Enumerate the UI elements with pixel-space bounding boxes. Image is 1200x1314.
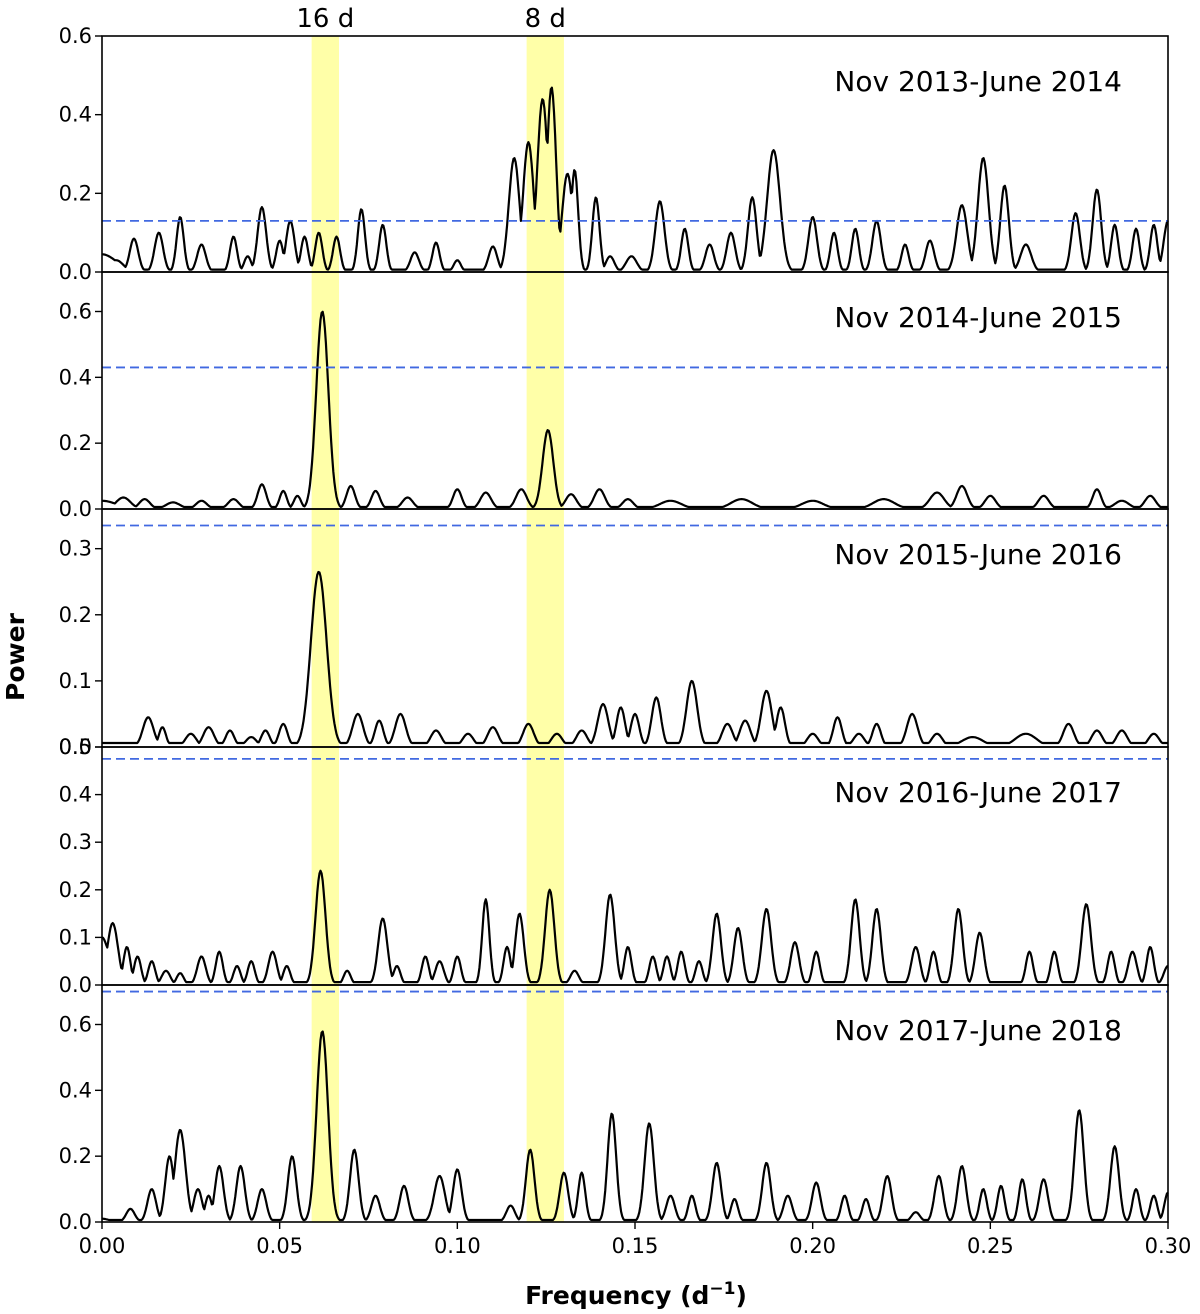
x-axis-title-exponent: −1 [709, 1279, 735, 1299]
power-series-line [101, 570, 1169, 745]
highlight-bands [311, 36, 564, 1222]
y-tick-label: 0.1 [59, 669, 92, 693]
y-tick-label: 0.3 [59, 830, 92, 854]
panel-1: 0.0 0.2 0.4 0.6 Nov 2013-June 2014 [59, 24, 1169, 284]
panel-label: Nov 2013-June 2014 [834, 65, 1122, 98]
x-axis: 0.00 0.05 0.10 0.15 0.20 0.25 0.30 [79, 1222, 1192, 1258]
x-axis-title-close: ) [736, 1281, 747, 1310]
x-axis-title-main: Frequency (d [525, 1281, 709, 1310]
y-tick-label: 0.5 [59, 735, 92, 759]
y-tick-label: 0.4 [59, 103, 92, 127]
y-tick-label: 0.4 [59, 365, 92, 389]
y-tick-label: 0.2 [59, 1144, 92, 1168]
y-axis-title: Power [1, 612, 30, 701]
y-tick-label: 0.4 [59, 783, 92, 807]
panel-label: Nov 2016-June 2017 [834, 776, 1122, 809]
highlight-band-1 [526, 36, 564, 1222]
panel-5: 0.0 0.2 0.4 0.6 Nov 2017-June 2018 [59, 984, 1169, 1234]
x-tick-label: 0.05 [256, 1234, 303, 1258]
y-tick-label: 0.6 [59, 1013, 92, 1037]
y-tick-label: 0.2 [59, 878, 92, 902]
panel-3: 0.0 0.1 0.2 0.3 Nov 2015-June 2016 [59, 508, 1169, 759]
y-tick-label: 0.2 [59, 181, 92, 205]
y-tick-label: 0.0 [59, 735, 92, 759]
panel-label: Nov 2015-June 2016 [834, 538, 1122, 571]
y-tick-label: 0.0 [59, 973, 92, 997]
panel-label: Nov 2017-June 2018 [834, 1014, 1122, 1047]
x-tick-label: 0.10 [434, 1234, 481, 1258]
y-tick-label: 0.4 [59, 1078, 92, 1102]
y-tick-label: 0.0 [59, 497, 92, 521]
y-tick-label: 0.1 [59, 925, 92, 949]
y-tick-label: 0.2 [59, 431, 92, 455]
y-tick-label: 0.6 [59, 24, 92, 48]
panel-2: 0.0 0.2 0.4 0.6 Nov 2014-June 2015 [59, 271, 1169, 521]
x-tick-label: 0.15 [612, 1234, 659, 1258]
x-tick-label: 0.25 [967, 1234, 1014, 1258]
panel-label: Nov 2014-June 2015 [834, 301, 1122, 334]
power-series-line [101, 86, 1169, 271]
y-tick-label: 0.0 [59, 1210, 92, 1234]
x-tick-label: 0.20 [789, 1234, 836, 1258]
y-tick-label: 0.3 [59, 537, 92, 561]
power-series-line [101, 869, 1169, 984]
y-tick-label: 0.6 [59, 300, 92, 324]
power-series-line [101, 310, 1169, 509]
x-tick-label: 0.30 [1145, 1234, 1192, 1258]
y-tick-label: 0.0 [59, 260, 92, 284]
band-labels: 16 d 8 d [296, 4, 566, 34]
band-label-0: 16 d [296, 4, 354, 34]
panel-4: 0.0 0.1 0.2 0.3 0.4 0.5 Nov 2016-June 2017 [59, 735, 1169, 997]
x-axis-title: Frequency (d−1) [525, 1279, 747, 1310]
band-label-1: 8 d [525, 4, 566, 34]
power-series-line [101, 1030, 1169, 1222]
y-tick-label: 0.2 [59, 603, 92, 627]
x-tick-label: 0.00 [79, 1234, 126, 1258]
